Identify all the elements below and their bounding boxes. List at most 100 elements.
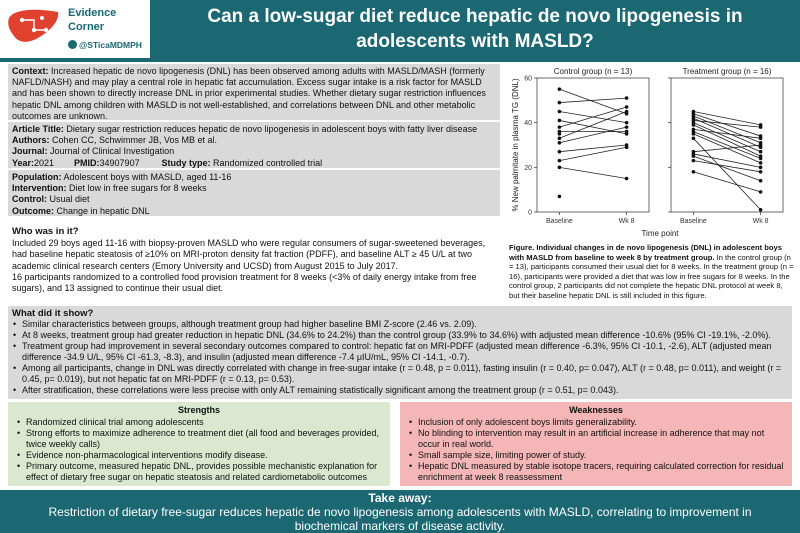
series-line — [693, 111, 761, 126]
list-item: Among all participants, change in DNL wa… — [12, 363, 788, 385]
journal: Journal of Clinical Investigation — [47, 146, 175, 157]
logo-panel: Evidence Corner @STicaMDMPH — [0, 0, 150, 58]
context-box: Context: Increased hepatic de novo lipog… — [8, 64, 500, 121]
takeaway-heading: Take away: — [368, 491, 432, 505]
list-item: Hepatic DNL measured by stable isotope t… — [408, 461, 784, 483]
data-point — [624, 125, 629, 129]
figure-caption-text: In the control group (n = 13), participa… — [509, 252, 794, 300]
data-point — [557, 118, 562, 123]
panel-frame-0 — [536, 77, 650, 213]
data-point — [758, 190, 763, 194]
list-item: Strong efforts to maximize adherence to … — [16, 428, 382, 450]
series-line — [693, 171, 761, 193]
study-type-label: Study type: — [161, 157, 211, 168]
pico-box: Population: Adolescent boys with MASLD, … — [8, 170, 500, 216]
data-point — [758, 207, 763, 212]
data-point — [758, 149, 763, 154]
intervention-label: Intervention: — [12, 183, 67, 194]
data-point — [758, 136, 763, 141]
results-heading: What did it show? — [12, 308, 94, 319]
series-line — [559, 144, 627, 153]
dnl-chart: % New palmitate in plasma TG (DNL) Contro… — [507, 64, 797, 240]
year-label: Year: — [12, 157, 35, 168]
population-line: Population: Adolescent boys with MASLD, … — [12, 172, 496, 183]
y-tick-label: 0 — [528, 210, 532, 217]
list-item: No blinding to intervention may result i… — [408, 428, 784, 450]
data-point — [557, 140, 562, 145]
strengths-box: Strengths Randomized clinical trial amon… — [8, 402, 390, 486]
panel-title: Control group (n = 13) — [554, 67, 633, 76]
data-point — [557, 194, 562, 199]
y-axis-label: % New palmitate in plasma TG (DNL) — [511, 78, 520, 212]
control: Usual diet — [47, 194, 90, 205]
series-line — [693, 115, 761, 144]
list-item: At 8 weeks, treatment group had greater … — [12, 330, 788, 341]
weaknesses-box: Weaknesses Inclusion of only adolescent … — [400, 402, 792, 486]
series-line — [559, 166, 627, 179]
intervention-line: Intervention: Diet low in free sugars fo… — [12, 183, 496, 194]
page-title: Can a low-sugar diet reduce hepatic de n… — [207, 6, 743, 52]
article-box: Article Title: Dietary sugar restriction… — [8, 122, 500, 168]
outcome: Change in hepatic DNL — [54, 205, 150, 216]
figure-caption-bold: Figure. Individual changes in de novo li… — [509, 243, 782, 262]
article-title-label: Article Title: — [12, 124, 64, 134]
series-line — [693, 120, 761, 128]
population-label: Population: — [12, 172, 62, 182]
data-point — [557, 125, 562, 129]
who-paragraph-1: Included 29 boys aged 11-16 with biopsy-… — [12, 238, 486, 271]
data-point — [691, 132, 696, 136]
data-point — [557, 109, 562, 114]
series-line — [693, 128, 761, 139]
data-point — [557, 158, 562, 163]
takeaway-banner: Take away: Restriction of dietary free-s… — [0, 490, 800, 533]
series-line — [559, 111, 627, 139]
authors-line: Authors: Cohen CC, Schwimmer JB, Vos MB … — [12, 135, 496, 146]
weaknesses-heading: Weaknesses — [569, 405, 623, 415]
data-point — [557, 165, 562, 170]
series-line — [559, 106, 627, 128]
series-line — [693, 122, 761, 153]
list-item: Primary outcome, measured hepatic DNL, p… — [16, 461, 382, 483]
data-point — [691, 136, 696, 141]
journal-label: Journal: — [12, 146, 48, 157]
journal-line: Journal: Journal of Clinical Investigati… — [12, 146, 496, 157]
who-section: Who was in it? Included 29 boys aged 11-… — [12, 226, 500, 294]
pmid-label: PMID: — [74, 157, 100, 168]
data-point — [624, 120, 629, 125]
study-type: Randomized controlled trial — [210, 157, 323, 168]
x-tick-label: Wk 8 — [753, 218, 769, 225]
data-point — [691, 158, 696, 163]
y-tick-label: 40 — [524, 120, 532, 127]
data-point — [758, 170, 763, 174]
data-point — [557, 149, 562, 154]
list-item: Randomized clinical trial among adolesce… — [16, 417, 382, 428]
outcome-line: Outcome: Change in hepatic DNL — [12, 206, 496, 217]
who-paragraph-2: 16 participants randomized to a controll… — [12, 271, 477, 294]
list-item: Inclusion of only adolescent boys limits… — [408, 417, 784, 428]
social-handle[interactable]: @STicaMDMPH — [68, 40, 142, 50]
data-point — [758, 165, 763, 170]
takeaway-text: Restriction of dietary free-sugar reduce… — [48, 505, 752, 533]
authors-label: Authors: — [12, 135, 50, 146]
data-point — [624, 129, 629, 134]
data-point — [624, 145, 629, 150]
control-line: Control: Usual diet — [12, 194, 496, 205]
data-point — [624, 96, 629, 100]
data-point — [758, 143, 763, 147]
x-tick-label: Baseline — [546, 218, 573, 225]
series-line — [693, 138, 761, 211]
list-item: Evidence non-pharmacological interventio… — [16, 450, 382, 461]
list-item: After stratification, these correlations… — [12, 385, 788, 396]
liver-logo-icon — [8, 9, 59, 42]
list-item: Treatment group had improvement in sever… — [12, 341, 788, 363]
series-line — [559, 146, 627, 162]
header-banner: Evidence Corner @STicaMDMPH Can a low-su… — [0, 0, 800, 62]
brand-line-2: Corner — [68, 21, 105, 33]
list-item: Similar characteristics between groups, … — [12, 319, 788, 330]
series-line — [693, 131, 761, 159]
x-tick-label: Baseline — [680, 218, 707, 225]
pmid[interactable]: 34907907 — [99, 157, 140, 168]
year: 2021 — [34, 157, 55, 168]
panel-title: Treatment group (n = 16) — [683, 67, 772, 76]
year-line: Year: 2021 PMID: 34907907 Study type: Rand… — [12, 158, 496, 169]
